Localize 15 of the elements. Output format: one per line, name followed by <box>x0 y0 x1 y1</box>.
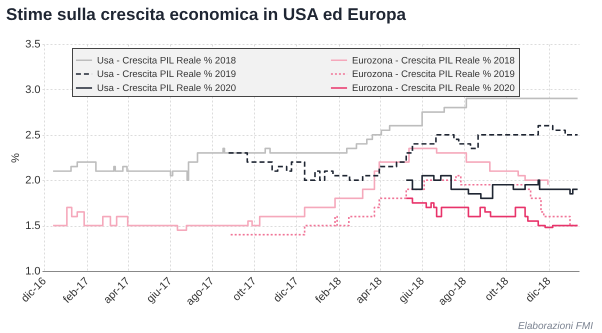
chart-title: Stime sulla crescita economica in USA ed Europa <box>6 5 406 24</box>
legend-label: Eurozona - Crescita PIL Reale % 2019 <box>352 69 515 80</box>
legend-label: Usa - Crescita PIL Reale % 2018 <box>97 55 236 66</box>
y-tick-label: 2.5 <box>25 129 40 142</box>
legend-label: Eurozona - Crescita PIL Reale % 2018 <box>352 55 515 66</box>
text: Elaborazioni FMI <box>518 321 594 332</box>
y-tick-label: 3.5 <box>25 38 40 50</box>
y-axis-title: % <box>10 152 22 163</box>
y-tick-label: 3.0 <box>25 84 40 96</box>
legend-label: Usa - Crescita PIL Reale % 2019 <box>97 69 236 80</box>
legend-label: Usa - Crescita PIL Reale % 2020 <box>97 83 236 94</box>
y-tick-label: 1.5 <box>25 220 40 232</box>
legend-label: Eurozona - Crescita PIL Reale % 2020 <box>352 83 515 94</box>
y-tick-label: 2.0 <box>25 174 40 187</box>
y-tick-label: 1.0 <box>25 266 40 278</box>
